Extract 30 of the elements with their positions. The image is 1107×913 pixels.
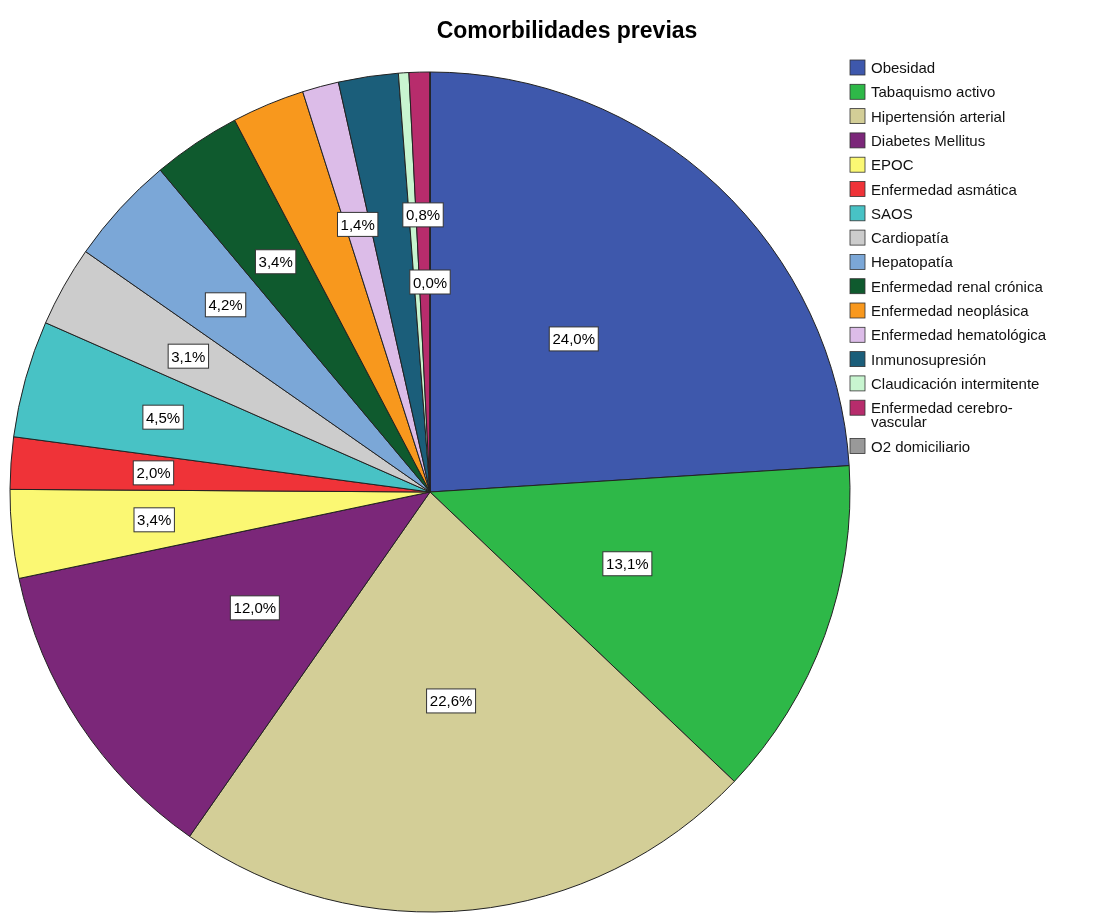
legend-label: Claudicación intermitente <box>871 374 1040 392</box>
data-label: 24,0% <box>552 330 596 348</box>
legend-label: Enfermedad asmática <box>871 180 1018 198</box>
legend-label: Enfermedad hematológica <box>871 326 1047 344</box>
legend-label: O2 domiciliario <box>871 437 971 455</box>
data-label: 1,4% <box>340 215 375 233</box>
data-label: 4,2% <box>208 296 243 314</box>
legend-label: Enfermedad renal crónica <box>871 277 1044 295</box>
legend-label: Inmunosupresión <box>871 350 987 368</box>
chart-title: Comorbilidades previas <box>436 17 698 43</box>
data-label: 12,0% <box>233 599 277 617</box>
legend-label: Hepatopatía <box>871 253 954 271</box>
legend-label: EPOC <box>871 156 914 174</box>
legend-label: Diabetes Mellitus <box>871 131 986 149</box>
legend-label: SAOS <box>871 204 913 222</box>
legend-label: Tabaquismo activo <box>871 83 996 101</box>
legend-label: Enfermedad cerebro-vascular <box>871 399 1013 431</box>
data-label: 3,4% <box>258 253 293 271</box>
data-label: 3,4% <box>137 511 172 529</box>
data-label: 2,0% <box>136 464 171 482</box>
legend-label: Enfermedad neoplásica <box>871 302 1030 319</box>
data-label: 13,1% <box>606 555 649 573</box>
legend-label: Cardiopatía <box>871 229 950 247</box>
data-label: 3,1% <box>171 347 206 365</box>
legend-label: Obesidad <box>871 59 936 76</box>
data-label: 22,6% <box>429 692 473 710</box>
legend-label: Hipertensión arterial <box>871 107 1006 125</box>
text: 0,0% <box>412 273 448 291</box>
data-label: 0,8% <box>405 206 441 224</box>
data-label: 4,5% <box>145 408 181 426</box>
